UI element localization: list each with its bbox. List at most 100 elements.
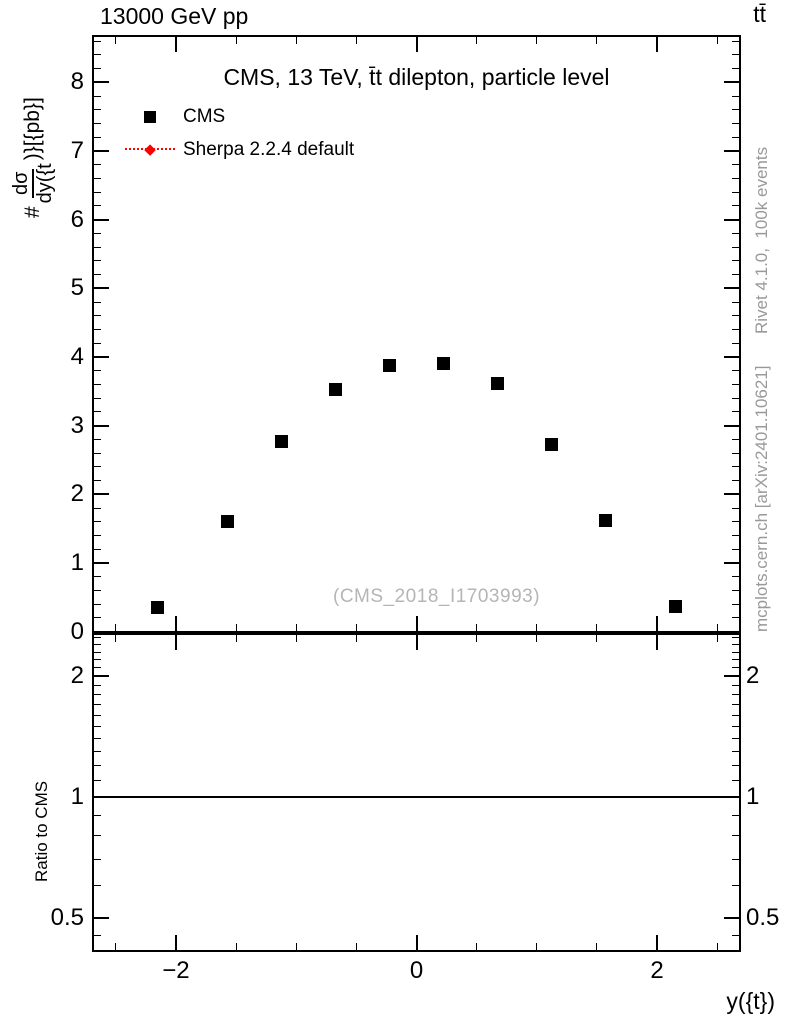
data-point: [437, 357, 451, 371]
y-tick-ratio: [732, 835, 739, 837]
x-tick: [716, 37, 718, 44]
y-tick-main: [724, 149, 739, 152]
legend-label-sherpa: Sherpa 2.2.4 default: [183, 138, 355, 160]
x-tick: [476, 624, 478, 631]
x-tick: [415, 616, 418, 631]
ratio-y-tick-label-left: 1: [70, 783, 84, 810]
y-tick-ratio: [94, 835, 101, 837]
y-tick-main: [94, 274, 101, 276]
y-tick-main: [732, 164, 739, 166]
y-tick-ratio: [732, 637, 739, 639]
x-tick-label: −2: [162, 957, 190, 984]
y-tick-main: [732, 480, 739, 482]
main-y-tick-label: 0: [70, 617, 84, 645]
y-tick-ratio: [94, 764, 101, 766]
main-y-tick-label: 2: [70, 480, 84, 508]
x-tick: [716, 624, 718, 631]
data-point: [220, 514, 234, 528]
x-tick: [415, 935, 418, 950]
y-tick-main: [732, 452, 739, 454]
x-tick: [476, 943, 478, 950]
y-tick-main: [94, 260, 101, 262]
y-tick-main: [732, 411, 739, 413]
cms-square-marker-icon: [125, 109, 175, 125]
y-tick-ratio: [732, 704, 739, 706]
x-tick: [115, 943, 117, 950]
data-point: [599, 513, 613, 527]
x-tick: [355, 635, 357, 642]
x-tick: [295, 635, 297, 642]
y-tick-main: [94, 383, 101, 385]
y-tick-main: [732, 232, 739, 234]
x-tick-label: 2: [650, 957, 664, 984]
y-tick-main: [94, 40, 101, 42]
x-tick: [716, 635, 718, 642]
x-tick: [476, 37, 478, 44]
data-point: [491, 377, 505, 391]
y-tick-main: [732, 507, 739, 509]
y-tick-main: [94, 561, 109, 564]
y-tick-main: [94, 576, 101, 578]
ratio-y-tick-label-left: 0.5: [50, 903, 84, 931]
y-tick-main: [94, 507, 101, 509]
x-tick: [174, 616, 177, 631]
y-tick-ratio: [94, 935, 101, 937]
y-tick-ratio: [94, 750, 101, 752]
y-tick-main: [732, 123, 739, 125]
y-tick-main: [732, 342, 739, 344]
y-tick-ratio: [94, 916, 109, 919]
ratio-y-tick-label-right: 2: [746, 662, 760, 690]
y-tick-ratio: [94, 704, 101, 706]
ratio-y-tick-label-right: 0.5: [746, 903, 780, 931]
x-tick: [355, 37, 357, 44]
plot-title: CMS, 13 TeV, t̄t dilepton, particle leve…: [223, 64, 610, 90]
y-tick-main: [732, 260, 739, 262]
y-tick-main: [94, 521, 101, 523]
y-tick-main: [732, 95, 739, 97]
y-tick-ratio: [732, 885, 739, 887]
x-tick: [656, 37, 659, 52]
y-tick-main: [732, 438, 739, 440]
y-tick-main: [732, 534, 739, 536]
main-plot-frame: [92, 35, 741, 633]
y-tick-main: [94, 246, 101, 248]
main-y-tick-label: 3: [70, 411, 84, 439]
y-tick-main: [732, 315, 739, 317]
y-tick-main: [732, 576, 739, 578]
y-tick-main: [94, 328, 101, 330]
y-tick-main: [732, 603, 739, 605]
main-y-tick-label: 4: [70, 342, 84, 370]
y-tick-ratio: [94, 814, 101, 816]
y-tick-main: [732, 177, 739, 179]
x-tick: [295, 624, 297, 631]
y-tick-main: [94, 109, 101, 111]
y-tick-main: [724, 355, 739, 358]
x-tick: [295, 37, 297, 44]
legend: CMS ◆ Sherpa 2.2.4 default: [125, 100, 354, 166]
y-tick-main: [94, 534, 101, 536]
x-tick: [656, 935, 659, 950]
y-tick-main: [94, 466, 101, 468]
y-tick-main: [94, 355, 109, 358]
y-tick-main: [732, 109, 739, 111]
y-tick-main: [94, 438, 101, 440]
y-tick-main: [94, 164, 101, 166]
y-tick-main: [732, 548, 739, 550]
y-tick-ratio: [732, 814, 739, 816]
y-tick-ratio: [94, 667, 101, 669]
y-tick-ratio: [732, 651, 739, 653]
y-tick-ratio: [94, 644, 101, 646]
y-tick-main: [94, 548, 101, 550]
x-tick: [115, 624, 117, 631]
y-tick-main: [94, 232, 101, 234]
y-tick-ratio: [94, 885, 101, 887]
y-tick-main: [94, 603, 101, 605]
y-tick-ratio: [732, 684, 739, 686]
y-tick-main: [732, 589, 739, 591]
y-tick-main: [94, 54, 101, 56]
x-tick: [174, 635, 177, 650]
beam-energy-label: 13000 GeV pp: [100, 3, 249, 29]
y-tick-ratio: [94, 684, 101, 686]
y-tick-main: [732, 274, 739, 276]
main-y-tick-label: 5: [70, 274, 84, 302]
